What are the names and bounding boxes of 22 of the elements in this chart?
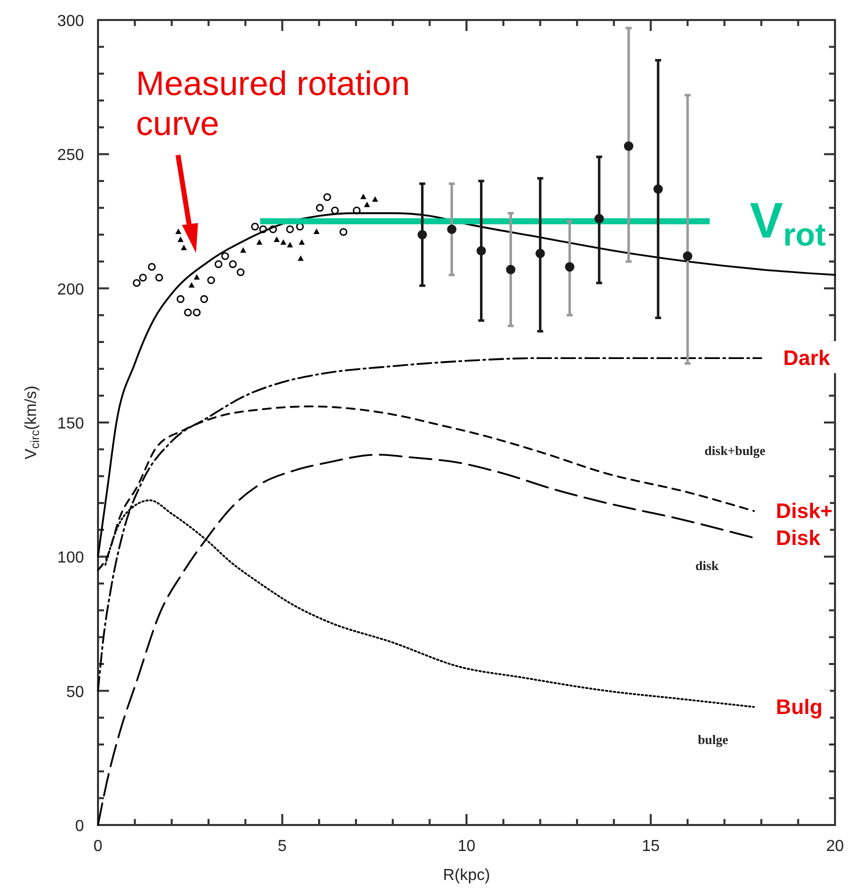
annotation: Measured rotation curve (136, 65, 410, 143)
y-tick-label: 50 (66, 684, 84, 701)
y-tick-label: 200 (57, 281, 84, 298)
annotation: disk (695, 558, 720, 573)
x-tick-label: 15 (642, 838, 660, 855)
series-label: Bulg (776, 696, 823, 719)
x-axis-title: R(kpc) (442, 867, 490, 884)
y-tick-label: 150 (57, 416, 84, 432)
y-tick-label: 250 (57, 147, 84, 164)
x-tick-label: 0 (94, 838, 103, 855)
y-tick-label: 0 (75, 818, 84, 835)
x-tick-label: 20 (826, 838, 844, 855)
y-tick-label: 100 (57, 550, 84, 567)
series-label: Dark (783, 347, 830, 370)
y-tick-label: 300 (57, 13, 84, 30)
series-label: V$_{rot}$ (750, 192, 826, 252)
annotation: disk+bulge (704, 443, 766, 458)
x-tick-label: 5 (278, 838, 287, 855)
annotation: bulge (698, 732, 728, 747)
series-label: Disk+ (776, 500, 833, 524)
series-label: Disk (776, 526, 821, 550)
x-tick-label: 10 (458, 838, 476, 855)
